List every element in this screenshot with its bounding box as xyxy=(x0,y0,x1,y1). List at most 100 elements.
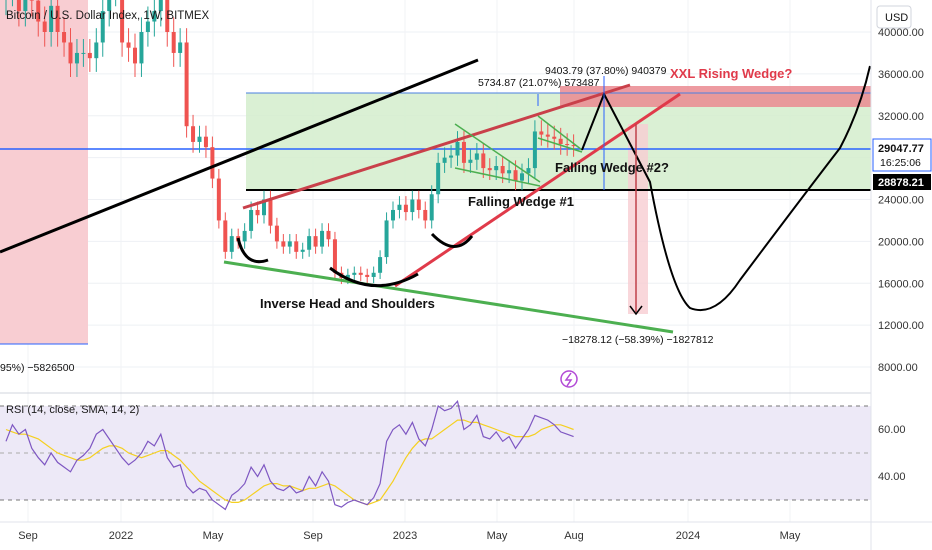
flash-icon[interactable] xyxy=(560,370,578,388)
time-axis-ticks: Sep 2022 May Sep 2023 May Aug 2024 May xyxy=(18,530,801,542)
candle-body xyxy=(403,204,408,213)
price-tick-label: 12000.00 xyxy=(878,320,924,332)
candle-body xyxy=(558,138,563,145)
candle-body xyxy=(287,241,292,247)
candle-body xyxy=(307,236,312,250)
ihs-head xyxy=(329,266,419,288)
candle-body xyxy=(481,153,486,169)
top-measure-label: 9403.79 (37.80%) 940379 xyxy=(545,65,667,77)
falling-wedge-1-label: Falling Wedge #1 xyxy=(468,194,574,209)
candle-body xyxy=(436,162,441,195)
candle-body xyxy=(274,225,279,242)
candle-body xyxy=(513,170,518,181)
candle-body xyxy=(468,159,473,163)
time-tick-label: Sep xyxy=(18,530,38,542)
time-tick-label: 2022 xyxy=(109,530,133,542)
candle-body xyxy=(320,230,325,247)
countdown: 16:25:06 xyxy=(880,157,921,169)
candle-body xyxy=(55,5,60,32)
candle-body xyxy=(242,230,247,242)
candle-body xyxy=(507,170,512,174)
candle-body xyxy=(429,194,434,221)
current-price-badge xyxy=(872,138,932,172)
candle-body xyxy=(365,274,370,277)
candle-body xyxy=(378,257,383,273)
candle-body xyxy=(326,230,331,240)
candle-body xyxy=(384,220,389,258)
candle-body xyxy=(145,21,150,32)
candle-body xyxy=(313,236,318,247)
left-measure-label: 95%) −5826500 xyxy=(0,362,75,374)
price-tick-label: 40000.00 xyxy=(878,27,924,39)
candle-body xyxy=(494,166,499,171)
price-tick-label: 20000.00 xyxy=(878,236,924,248)
candle-body xyxy=(500,166,505,174)
candle-body xyxy=(23,0,28,12)
candle-body xyxy=(487,168,492,171)
candle-body xyxy=(294,241,299,252)
projection-path xyxy=(581,65,871,312)
price-axis-bg xyxy=(871,0,932,550)
candle-body xyxy=(62,32,67,43)
symbol-title: Bitcoin / U.S. Dollar Index, 1W, BITMEX xyxy=(6,10,210,22)
rsi-tick-60: 60.00 xyxy=(878,424,906,436)
bottom-measure-label: −18278.12 (−58.39%) −1827812 xyxy=(562,334,714,346)
candle-body xyxy=(133,47,137,64)
green-lower-trendline xyxy=(223,260,674,334)
rsi-tick-40: 40.00 xyxy=(878,471,906,483)
candle-body xyxy=(455,141,460,156)
candle-body xyxy=(171,32,176,53)
time-tick-label: 2024 xyxy=(676,530,700,542)
rsi-axis-ticks: 60.00 40.00 xyxy=(878,424,906,483)
time-tick-label: 2023 xyxy=(393,530,417,542)
currency-label: USD xyxy=(885,12,908,24)
candle-body xyxy=(81,52,86,54)
falling-wedge2-upper xyxy=(537,115,583,151)
candle-body xyxy=(449,155,454,158)
time-tick-label: May xyxy=(487,530,508,542)
candle-body xyxy=(410,199,415,213)
candle-body xyxy=(571,145,576,147)
candle-body xyxy=(300,249,305,252)
falling-wedge-lower xyxy=(454,167,541,187)
candle-body xyxy=(332,239,337,273)
candle-body xyxy=(461,141,466,163)
candle-body xyxy=(158,0,163,12)
current-price: 29047.77 xyxy=(878,143,924,155)
red-resistance-zone xyxy=(560,86,871,107)
black-trendline xyxy=(0,58,479,254)
candle-body xyxy=(532,131,537,169)
price-tick-label: 32000.00 xyxy=(878,111,924,123)
candle-body xyxy=(152,11,157,22)
candle-body xyxy=(184,42,189,127)
candle-body xyxy=(552,136,557,139)
candle-body xyxy=(358,272,363,275)
candle-body xyxy=(416,199,421,210)
candle-body xyxy=(255,209,260,216)
time-tick-label: May xyxy=(203,530,224,542)
rsi-line xyxy=(5,400,574,511)
candle-body xyxy=(126,42,131,48)
flash-icon-bolt xyxy=(564,372,573,387)
pink-drawdown-zone xyxy=(0,0,88,344)
currency-button[interactable] xyxy=(876,5,912,29)
candle-body xyxy=(210,147,215,179)
ihs-left-shoulder xyxy=(236,237,269,264)
candle-body xyxy=(223,220,228,252)
candle-body xyxy=(371,272,376,277)
candle-body xyxy=(197,136,202,142)
candle-body xyxy=(397,204,402,210)
candle-body xyxy=(68,42,73,64)
falling-wedge-2-label: Falling Wedge #2? xyxy=(555,160,669,175)
candle-body xyxy=(191,126,196,142)
candle-body xyxy=(345,274,350,279)
candle-body xyxy=(49,5,54,32)
candle-body xyxy=(87,52,92,59)
candle-body xyxy=(94,42,99,59)
candle-body xyxy=(442,157,447,163)
mid-measure-label: 5734.87 (21.07%) 573487 xyxy=(478,77,600,89)
candle-body xyxy=(16,0,21,12)
candle-body xyxy=(139,32,144,64)
candle-body xyxy=(203,136,208,148)
